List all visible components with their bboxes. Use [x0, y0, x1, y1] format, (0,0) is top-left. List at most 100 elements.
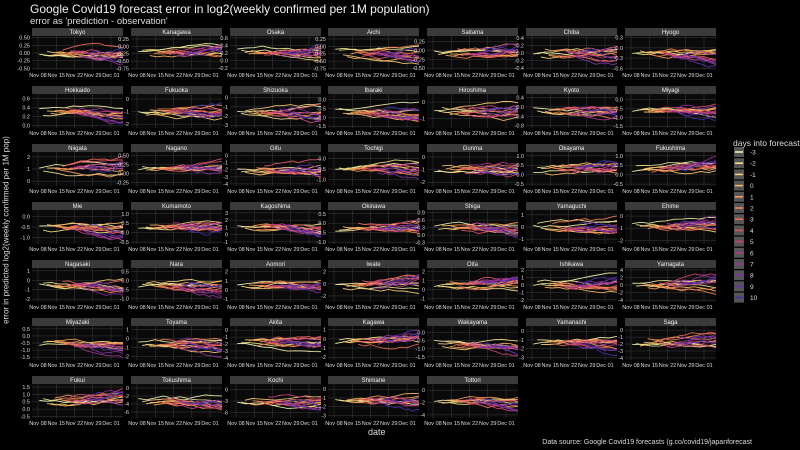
series-line [381, 329, 420, 340]
x-tick-label: Nov 08 [29, 247, 46, 253]
series-line [81, 344, 124, 355]
series-line [385, 169, 420, 176]
facet-strip [32, 260, 123, 268]
series-line [89, 282, 124, 291]
series-line [287, 226, 322, 238]
x-tick-label: Nov 08 [128, 305, 145, 311]
y-tick-label: 1 [126, 328, 129, 334]
y-tick-label: -0.3 [416, 241, 425, 247]
x-tick-label: Nov 29 [380, 421, 397, 427]
y-tick-label: -1.0 [614, 115, 623, 121]
x-tick-label: Nov 29 [84, 305, 101, 311]
series-line [244, 395, 322, 401]
series-line [176, 286, 223, 298]
y-tick-label: 0 [620, 283, 623, 289]
series-line [381, 167, 420, 173]
x-tick-label: Nov 08 [325, 305, 342, 311]
y-tick-label: -4 [223, 182, 228, 188]
x-tick-label: Dec 01 [596, 247, 613, 253]
y-tick-label: 0 [27, 179, 30, 185]
x-tick-label: Dec 01 [398, 363, 415, 369]
series-line [461, 397, 519, 403]
series-line [81, 389, 124, 400]
x-tick-label: Nov 15 [443, 189, 460, 195]
y-tick-label: 0.0 [121, 231, 129, 237]
facet-strip [625, 318, 716, 326]
x-tick-label: Nov 08 [325, 421, 342, 427]
x-tick-label: Nov 15 [344, 363, 361, 369]
x-tick-label: Nov 15 [443, 305, 460, 311]
y-tick-label: 0 [521, 283, 524, 289]
x-tick-label: Dec 01 [102, 73, 119, 79]
facet-label: Aichi [367, 30, 380, 36]
facet-strip [230, 28, 321, 36]
y-tick-label: -1.0 [317, 240, 326, 246]
x-tick-label: Nov 08 [29, 73, 46, 79]
y-tick-label: -0.25 [313, 52, 326, 58]
x-tick-label: Dec 01 [398, 247, 415, 253]
x-tick-label: Nov 22 [461, 363, 478, 369]
series-line [168, 225, 223, 231]
x-tick-label: Nov 29 [479, 189, 496, 195]
x-tick-label: Nov 29 [183, 363, 200, 369]
y-tick-label: -1.0 [21, 236, 30, 242]
x-tick-label: Nov 29 [677, 73, 694, 79]
series-line [544, 286, 618, 294]
y-tick-label: -0.5 [416, 339, 425, 345]
x-tick-label: Nov 29 [183, 247, 200, 253]
x-tick-label: Nov 08 [325, 131, 342, 137]
series-line [138, 394, 223, 401]
y-tick-label: 0 [225, 288, 228, 294]
x-tick-label: Nov 08 [424, 247, 441, 253]
y-tick-label: -0.5 [21, 225, 30, 231]
y-tick-label: -3 [321, 413, 326, 419]
x-tick-label: Nov 15 [48, 247, 65, 253]
y-tick-label: -1 [124, 345, 129, 351]
y-tick-label: -1.0 [21, 348, 30, 354]
y-tick-label: -1 [124, 110, 129, 116]
x-tick-label: Nov 22 [264, 421, 281, 427]
x-tick-label: Dec 01 [102, 421, 119, 427]
legend-item-label: 1 [750, 194, 754, 201]
y-tick-label: 1 [27, 269, 30, 275]
x-tick-label: Nov 15 [147, 131, 164, 137]
y-tick-label: -2 [420, 401, 425, 407]
y-tick-label: -0.75 [116, 67, 129, 73]
x-tick-label: Nov 15 [344, 421, 361, 427]
y-tick-label: 0 [27, 278, 30, 284]
x-tick-label: Nov 29 [84, 189, 101, 195]
series-line [54, 391, 124, 399]
y-tick-label: -1 [223, 105, 228, 111]
y-tick-label: 0.00 [118, 44, 129, 50]
series-line [85, 228, 124, 237]
x-tick-label: Nov 29 [479, 131, 496, 137]
x-tick-label: Nov 08 [523, 363, 540, 369]
series-line [342, 287, 420, 294]
series-line [77, 227, 124, 240]
series-line [377, 53, 420, 59]
y-tick-label: 0 [126, 337, 129, 343]
series-line [279, 49, 322, 58]
series-line [89, 223, 124, 234]
facet-strip [526, 318, 617, 326]
series-line [89, 109, 124, 118]
series-line [66, 279, 124, 287]
y-tick-label: 2 [27, 155, 30, 161]
facet-label: Kumamoto [162, 204, 192, 210]
series-line [184, 284, 223, 298]
series-line [369, 335, 420, 342]
x-tick-label: Dec 01 [300, 131, 317, 137]
y-tick-label: 0.2 [516, 43, 524, 49]
x-tick-label: Nov 22 [264, 131, 281, 137]
x-tick-label: Nov 22 [560, 363, 577, 369]
y-tick-label: -0.2 [515, 59, 524, 65]
x-tick-label: Dec 01 [596, 189, 613, 195]
y-tick-label: 0 [126, 386, 129, 392]
series-line [350, 334, 420, 342]
facet-strip [32, 144, 123, 152]
y-tick-label: -0.8 [515, 124, 524, 130]
facet-strip [131, 202, 222, 210]
facet-strip [131, 86, 222, 94]
series-line [666, 278, 717, 288]
x-tick-label: Nov 22 [560, 73, 577, 79]
